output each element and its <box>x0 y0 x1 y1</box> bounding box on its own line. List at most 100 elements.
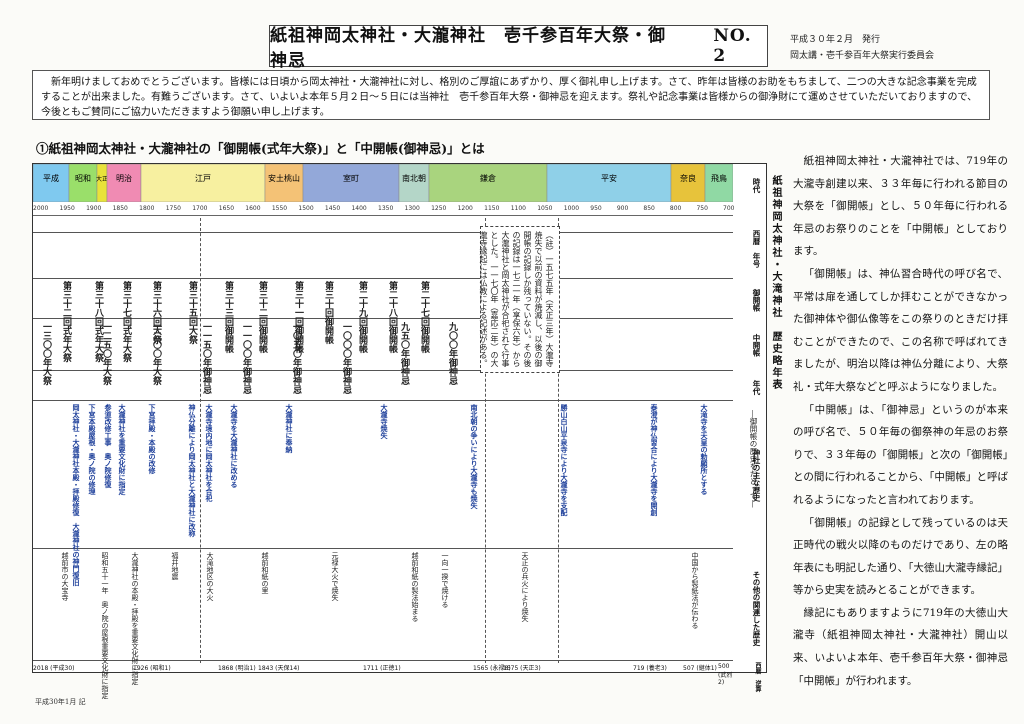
countback-row: 2018 (平成30) 1926 (昭和1) 1868 (明治1) 1843 (天保1… <box>33 663 733 686</box>
gok-item: 第二十八回御開帳 <box>387 281 397 353</box>
chart-footnote: 平成30年1月 記 <box>35 698 86 706</box>
oth-item: 越前市の大宝寺 <box>61 552 69 601</box>
divider-line <box>200 218 201 663</box>
paragraph: 「御開帳」は、神仏習合時代の呼び名で、平常は扉を通してしか拝むことができなかった… <box>793 267 1008 393</box>
era-label: 江戸 <box>195 174 211 183</box>
era-label: 昭和 <box>75 174 91 183</box>
row-label-countback: 西暦 逆算 <box>754 662 761 692</box>
row-divider <box>33 278 733 279</box>
hist-item: 参道改修工事 奥ノ院修復 <box>104 404 113 488</box>
year-axis: 2000 1950 1900 1850 1800 1750 1700 1650 1600 1550… <box>33 203 734 216</box>
era-band: 平成 昭和 大正 明治 江戸 安土桃山 室町 南北朝 鎌倉 平安 奈良 飛鳥 <box>33 164 733 202</box>
era-block <box>68 164 98 202</box>
note-text: （註）一五七五年（天正三年）大瀧寺焼失で以前の資料が焼滅し、以後の御開帳の記録し… <box>479 231 554 367</box>
year-tick: 800 <box>669 205 682 212</box>
countback-year: 507 (継体1) <box>683 665 717 672</box>
oth-item: 福井地震 <box>171 552 179 580</box>
chu-item: 一一〇〇年御神忌 <box>241 322 251 394</box>
era-label: 平安 <box>601 173 617 183</box>
oth-item: 一向一揆で焼ける <box>441 552 449 608</box>
hist-item: 大瀧神社を重要文化財に指定 <box>118 404 127 495</box>
hist-item: 大瀧寺焼失 <box>380 404 389 439</box>
issue-info: 平成３０年２月 発行 岡太講・壱千参百年大祭実行委員会 <box>790 32 934 64</box>
explanation-column: 紙祖神岡太神社・大瀧神社では、719年の大瀧寺創建以来、３３年毎に行われる節目の… <box>793 150 1008 692</box>
year-tick: 2000 <box>33 205 49 212</box>
gok-item: 第三十一回御開帳 <box>293 281 303 353</box>
row-divider <box>33 370 733 371</box>
history-chart-frame <box>32 163 767 673</box>
countback-year: 1843 (天保14) <box>258 665 300 672</box>
year-tick: 1500 <box>298 205 314 212</box>
oth-item: 大瀧神社の本殿・拝殿を重要文化財に指定 <box>131 552 139 685</box>
year-tick: 900 <box>616 205 629 212</box>
countback-year: 1868 (明治1) <box>218 665 256 672</box>
era-block <box>264 164 304 202</box>
era-block <box>140 164 266 202</box>
year-tick: 950 <box>590 205 602 212</box>
era-label: 飛鳥 <box>711 173 727 183</box>
paragraph: 「中開帳」は、「御神忌」というのが本来の呼び名で、５０年毎の御祭神の年忌のお祭り… <box>793 403 1008 506</box>
hist-item: 大瀧寺境内地に岡太神社を合祀 <box>205 404 214 502</box>
oth-item: 大滝地区の大火 <box>206 552 214 601</box>
newsletter-title: 紙祖神岡太神社・大瀧神社 壱千参百年大祭・御神忌 <box>270 26 666 71</box>
year-tick: 1000 <box>563 205 580 212</box>
oth-item: 越前和紙の里 <box>261 552 269 594</box>
chu-item: 一〇五〇年御神忌 <box>291 322 301 394</box>
era-block <box>106 164 142 202</box>
gok-item: 第三十三回御開帳 <box>223 281 233 353</box>
year-tick: 1600 <box>245 205 261 212</box>
oth-item: 天正の兵火により焼失 <box>521 552 529 622</box>
era-block <box>33 164 70 202</box>
year-tick: 1850 <box>112 205 128 212</box>
paragraph: 紙祖神岡太神社・大瀧神社では、719年の大瀧寺創建以来、３３年毎に行われる節目の… <box>793 155 1008 258</box>
issue-date: 平成３０年２月 発行 <box>790 35 881 45</box>
gok-item: 第三十七回式年大祭 <box>120 281 131 362</box>
row-divider <box>33 660 733 661</box>
era-block <box>96 164 108 202</box>
era-label: 安土桃山 <box>268 173 300 183</box>
hist-item: 大瀧寺を大瀧神社に改める <box>230 404 239 488</box>
era-label: 大正 <box>96 175 108 183</box>
row-label-shrine-history: 神社の主な歴史 <box>752 448 761 502</box>
era-label: 室町 <box>343 173 359 183</box>
gok-item: 第三十六回大祭 <box>151 281 161 344</box>
year-tick: 1250 <box>431 205 447 212</box>
gok-item: 第三十二回式年大祭 <box>60 281 71 362</box>
year-tick: 1050 <box>537 205 553 212</box>
row-label-chukaicho: 中開帳 <box>752 333 761 357</box>
hist-item: 泰澄が神仏習合により大瀧寺を開創 <box>650 404 659 516</box>
intro-greeting: 新年明けましておめでとうございます。皆様には日頃から岡太神社・大瀧神社に対し、格… <box>32 70 990 120</box>
era-block <box>546 164 672 202</box>
row-label-dates: 年代 <box>752 379 761 395</box>
row-divider <box>33 548 733 549</box>
issue-number: NO. 2 <box>713 26 752 66</box>
chu-item: 九五〇年御神忌 <box>399 322 409 385</box>
era-label: 南北朝 <box>402 173 426 183</box>
divider-line <box>558 218 559 663</box>
countback-year: 500 (武烈2) <box>718 663 733 686</box>
year-tick: 1450 <box>324 205 341 212</box>
oth-item: 元禄大火で焼失 <box>331 552 339 601</box>
year-tick: 850 <box>643 205 655 212</box>
year-tick: 1650 <box>218 205 235 212</box>
gok-item: 第二十九回御開帳 <box>357 281 367 353</box>
hist-item: 大瀧神社に奉納 <box>285 404 294 453</box>
year-tick: 1300 <box>404 205 420 212</box>
era-label: 奈良 <box>680 173 696 183</box>
year-tick: 1900 <box>86 205 102 212</box>
chu-item: 一二五〇年大祭 <box>101 322 111 385</box>
era-block <box>398 164 430 202</box>
era-block <box>670 164 706 202</box>
year-tick: 1400 <box>351 205 367 212</box>
oth-item: 中国から製紙法が伝わる <box>691 552 699 629</box>
divider-line <box>485 218 486 663</box>
header-title-box: 紙祖神岡太神社・大瀧神社 壱千参百年大祭・御神忌 NO. 2 <box>269 25 768 71</box>
year-tick: 750 <box>696 205 708 212</box>
chu-item: 一一五〇年御神忌 <box>201 322 211 394</box>
chu-item: 一二〇〇年大祭 <box>151 322 161 385</box>
hist-item: 勝山白山平泉寺により大瀧寺を支配 <box>560 404 569 516</box>
year-tick: 1950 <box>59 205 75 212</box>
row-label-gokaicho: 御開帳 <box>752 288 761 312</box>
gok-item: 第三十五回大祭 <box>187 281 197 344</box>
year-tick: 1550 <box>271 205 288 212</box>
